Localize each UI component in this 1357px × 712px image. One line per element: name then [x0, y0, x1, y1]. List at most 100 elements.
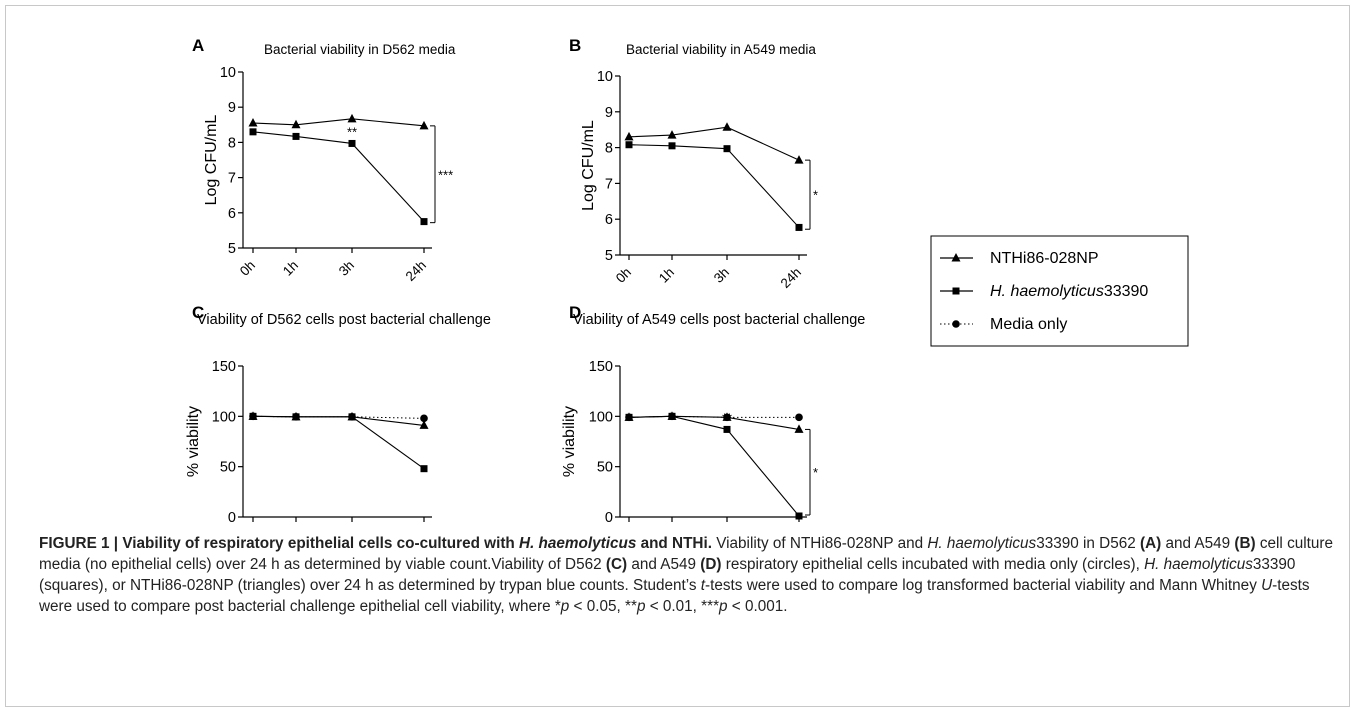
- data-point-triangle: [291, 119, 301, 129]
- data-point-square: [668, 142, 676, 150]
- significance-label: *: [813, 188, 818, 203]
- caption-run: < 0.05, **: [569, 598, 637, 615]
- caption-run: t: [700, 577, 706, 594]
- series-line-triangle: [628, 415, 800, 430]
- y-axis-label: % viability: [185, 406, 202, 477]
- y-tick-label: 5: [605, 248, 613, 264]
- y-tick-label: 0: [605, 510, 613, 526]
- y-axis-label: Log CFU/mL: [203, 115, 220, 206]
- y-tick-label: 10: [220, 65, 236, 81]
- data-point-square: [292, 132, 300, 140]
- x-tick-label: 3h: [336, 258, 357, 279]
- legend-label: H. haemolyticus33390: [990, 283, 1148, 300]
- caption-run: H. haemolyticus: [519, 535, 637, 552]
- y-tick-label: 100: [212, 409, 236, 425]
- y-tick-label: 150: [212, 359, 236, 375]
- panel-label: D: [569, 303, 581, 322]
- data-point-circle: [795, 413, 803, 422]
- data-point-square: [795, 223, 803, 231]
- chart-title: Viability of A549 cells post bacterial c…: [573, 312, 865, 328]
- legend-box: [930, 235, 1189, 347]
- chart-title: Viability of D562 cells post bacterial c…: [197, 312, 491, 328]
- x-tick-label: 0h: [237, 258, 258, 279]
- data-point-triangle: [347, 113, 357, 123]
- data-point-triangle: [794, 155, 804, 164]
- figure-frame: A Bacterial viability in D562 media 5 6 7 8 9 1…: [5, 5, 1350, 707]
- data-point-square: [723, 145, 731, 153]
- caption-run: p: [719, 598, 728, 615]
- caption-run: -tests were used to compare post bacteri…: [39, 577, 1310, 615]
- y-axis-label: % viability: [561, 406, 578, 477]
- caption-run: p: [636, 598, 646, 615]
- series-line-triangle: [628, 126, 800, 161]
- legend-item: H. haemolyticus33390: [940, 283, 1148, 300]
- legend-marker-circle-icon: [952, 320, 960, 328]
- y-tick-label: 6: [228, 206, 236, 222]
- legend: NTHi86-028NP H. haemolyticus33390 Media on…: [930, 235, 1189, 347]
- y-tick-label: 7: [605, 176, 613, 192]
- data-point-square: [723, 425, 731, 433]
- caption-run: 33390 in D562: [1036, 535, 1140, 552]
- caption-run: (C): [605, 556, 628, 573]
- figure-caption: FIGURE 1 | Viability of respiratory epit…: [39, 533, 1334, 617]
- legend-label: NTHi86-028NP: [990, 250, 1098, 267]
- data-point-square: [625, 413, 633, 421]
- y-tick-label: 8: [605, 141, 613, 157]
- data-point-triangle: [419, 420, 429, 429]
- y-tick-label: 10: [597, 69, 613, 85]
- caption-run: and NTHi.: [636, 535, 712, 552]
- significance-label: **: [347, 124, 357, 139]
- caption-run: < 0.001.: [727, 598, 788, 615]
- x-tick-label: 1h: [656, 265, 677, 286]
- caption-run: 33390 (squares), or NTHi86-028NP (triang…: [39, 556, 1296, 594]
- significance-label: *: [813, 465, 818, 480]
- series-line-square: [252, 131, 425, 222]
- series-line-square: [628, 144, 800, 228]
- legend-label-part: 33390: [1104, 283, 1149, 300]
- caption-run: cell culture media (no epithelial cells)…: [39, 535, 1333, 573]
- series-line-triangle: [252, 118, 425, 127]
- y-tick-label: 150: [589, 359, 613, 375]
- y-tick-label: 9: [228, 100, 236, 116]
- legend-item: NTHi86-028NP: [940, 250, 1098, 267]
- x-tick-label: 24h: [403, 258, 430, 285]
- legend-marker-triangle-icon: [951, 253, 961, 262]
- legend-label-part: H. haemolyticus: [990, 283, 1104, 300]
- caption-run: and A549: [627, 556, 701, 573]
- y-tick-label: 50: [220, 460, 236, 476]
- caption-run: and A549: [1161, 535, 1235, 552]
- legend-label-part: Media only: [990, 316, 1067, 333]
- panel-label: B: [569, 36, 581, 55]
- y-tick-label: 7: [228, 171, 236, 187]
- y-tick-label: 9: [605, 105, 613, 121]
- caption-run: FIGURE 1 | Viability of respiratory epit…: [39, 535, 520, 552]
- panel-label: A: [192, 36, 204, 55]
- y-tick-label: 6: [605, 212, 613, 228]
- chart-panel-a: A Bacterial viability in D562 media 5 6 7 8 9 1…: [192, 36, 456, 284]
- data-point-triangle: [248, 118, 258, 127]
- significance-label: ***: [438, 167, 453, 182]
- x-tick-label: 1h: [280, 258, 301, 279]
- data-point-triangle: [722, 122, 732, 131]
- caption-run: (B): [1234, 535, 1256, 552]
- data-point-triangle: [624, 131, 634, 141]
- y-tick-label: 100: [589, 409, 613, 425]
- data-point-triangle: [722, 412, 732, 421]
- data-point-circle: [420, 414, 428, 423]
- caption-run: (D): [700, 556, 722, 573]
- y-axis-label: Log CFU/mL: [580, 120, 597, 211]
- x-tick-label: 24h: [778, 265, 805, 292]
- data-point-square: [420, 465, 428, 473]
- figure-charts: A Bacterial viability in D562 media 5 6 7 8 9 1…: [185, 36, 1189, 526]
- chart-panel-b: B Bacterial viability in A549 media 5 6 7 8 9 1…: [569, 36, 818, 291]
- data-point-square: [249, 412, 257, 420]
- series-line-square: [628, 415, 800, 517]
- y-tick-label: 5: [228, 241, 236, 257]
- legend-marker-square-icon: [952, 287, 960, 295]
- data-point-square: [420, 218, 428, 226]
- data-point-triangle: [667, 130, 677, 139]
- data-point-triangle: [419, 120, 429, 130]
- legend-item: Media only: [940, 316, 1067, 333]
